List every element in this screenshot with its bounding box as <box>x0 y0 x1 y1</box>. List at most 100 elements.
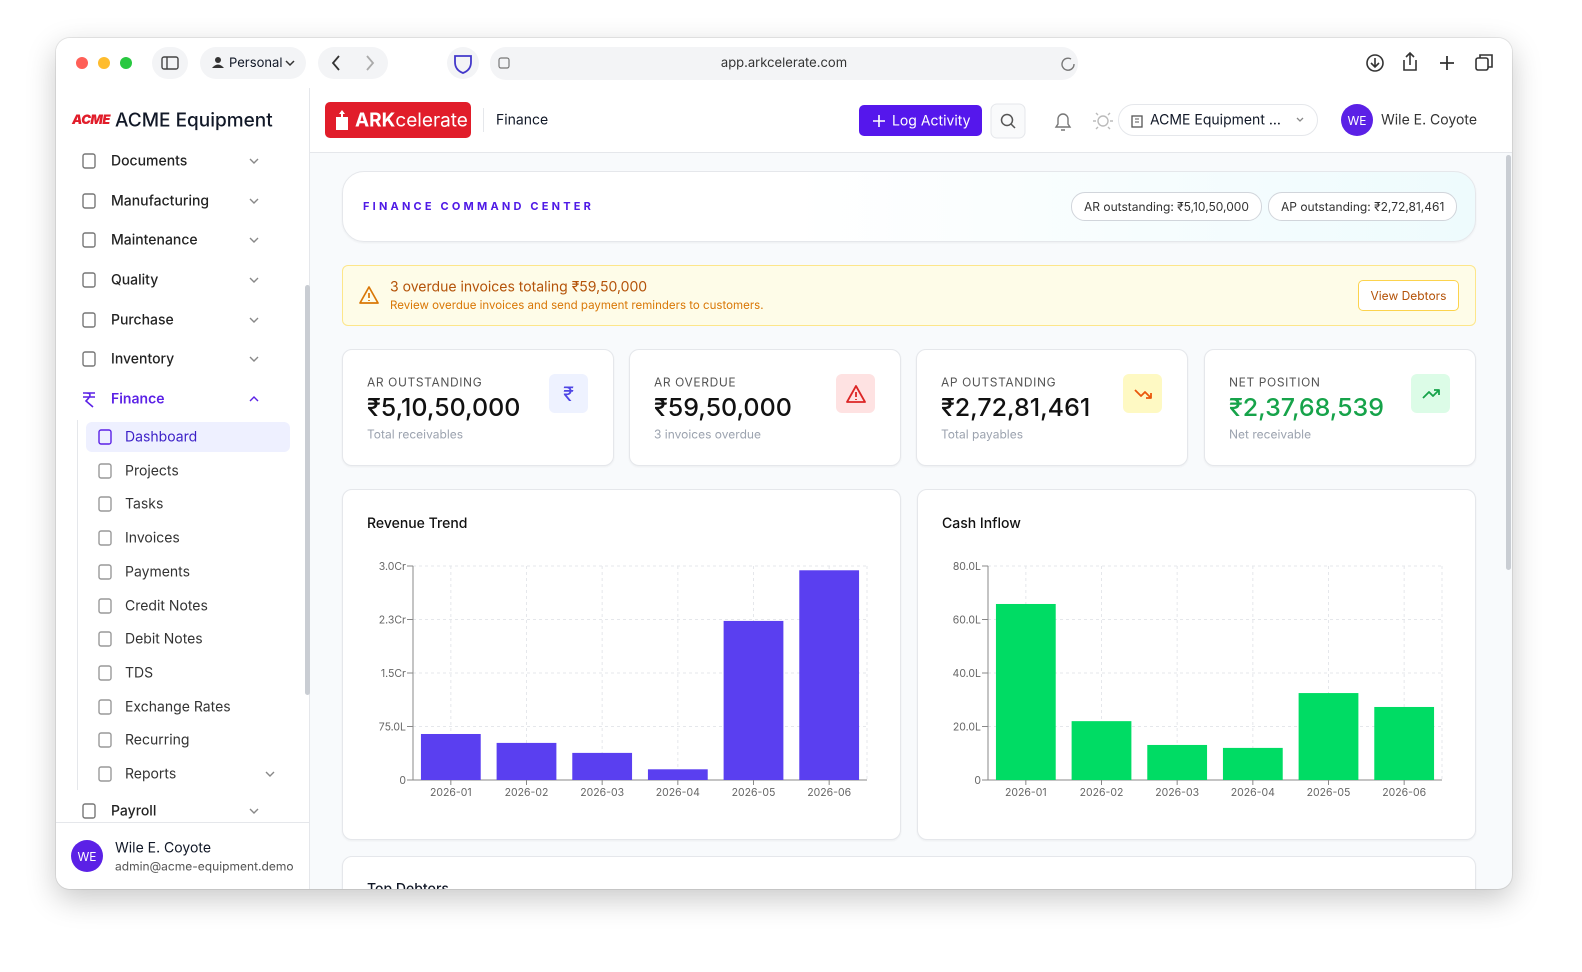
banner-title: FINANCE COMMAND CENTER <box>363 199 595 213</box>
nav-item[interactable]: Maintenance <box>111 231 198 249</box>
icon-shape <box>82 193 96 209</box>
toolbar-icons <box>76 47 1493 80</box>
sub-nav-line <box>77 420 78 790</box>
divider <box>56 822 309 823</box>
nav-icon <box>98 665 112 681</box>
kpi-icon <box>1411 374 1450 413</box>
x-tick-label: 2026-04 <box>1231 786 1275 799</box>
y-tick-label: 0 <box>974 774 981 787</box>
nav-icon <box>82 272 96 288</box>
chevron <box>249 396 259 402</box>
chart: Revenue Trend 0 75.0L 1.5Cr 2.3Cr 3.0Cr 2026-0… <box>367 515 868 799</box>
x-tick-label: 2026-05 <box>1307 786 1351 799</box>
nav-icon <box>98 429 112 445</box>
y-tick-label: 80.0L <box>953 560 981 573</box>
org-select[interactable] <box>1118 104 1318 136</box>
icon-shape <box>82 351 96 367</box>
kpi-value: ₹2,37,68,539 <box>1229 393 1384 423</box>
bar <box>647 769 708 780</box>
nav-icon <box>98 631 112 647</box>
kpi-label: NET POSITION <box>1229 374 1321 390</box>
icon-shape <box>83 392 95 408</box>
nav-item[interactable]: Finance <box>111 390 165 408</box>
kpi-icon <box>1123 374 1162 413</box>
kpi-label: AR OVERDUE <box>654 374 737 390</box>
brand-name: ACME Equipment <box>115 108 273 132</box>
icon-shape <box>82 312 96 328</box>
nav-item[interactable]: Manufacturing <box>111 192 210 210</box>
app-header: ARKcelerate Finance Log Activity ACME Eq… <box>310 88 1512 153</box>
icon-shape <box>98 631 112 647</box>
sub-nav-item[interactable]: Exchange Rates <box>125 698 231 716</box>
chevron-path <box>249 277 259 283</box>
user-name: Wile E. Coyote <box>1381 111 1478 129</box>
kpi-card: NET POSITION ₹2,37,68,539 Net receivable <box>1204 349 1476 466</box>
log-activity-label: Log Activity <box>892 112 971 130</box>
avatar[interactable]: WE <box>71 840 103 872</box>
nav-item[interactable]: Quality <box>111 271 159 289</box>
y-tick-label: 60.0L <box>953 614 981 627</box>
url[interactable]: app.arkcelerate.com <box>720 55 848 71</box>
command-banner: FINANCE COMMAND CENTER AR outstanding: ₹… <box>342 171 1476 242</box>
nav-item[interactable]: Purchase <box>111 311 174 329</box>
x-tick-label: 2026-01 <box>1005 786 1047 799</box>
chart-card: Cash Inflow 0 20.0L 40.0L 60.0L 80.0L 2026-01 2… <box>917 489 1476 840</box>
warning-icon <box>359 286 379 304</box>
bar <box>1071 721 1132 780</box>
overdue-alert: 3 overdue invoices totaling ₹59,50,000 R… <box>342 265 1476 326</box>
avatar[interactable]: WE <box>1341 104 1373 136</box>
nav-item[interactable]: Payroll <box>111 802 157 820</box>
sub-nav-item[interactable]: TDS <box>125 664 154 682</box>
chevron-path <box>249 237 259 243</box>
nav-icon <box>98 766 112 782</box>
y-tick-label: 1.5Cr <box>381 667 406 680</box>
top-debtors-card: Top Debtors <box>342 856 1476 889</box>
kpi-icon: ₹ <box>549 374 588 413</box>
kpi-sub: Net receivable <box>1229 426 1312 442</box>
chevron-path <box>249 158 259 164</box>
icon-shape <box>98 462 112 479</box>
chevron-path <box>249 317 259 323</box>
logo-rest: celerate <box>395 108 468 132</box>
icon-shape <box>82 232 96 248</box>
app-logo[interactable] <box>325 102 471 138</box>
sub-nav-item[interactable]: Dashboard <box>125 428 198 446</box>
sub-nav-item[interactable]: Debit Notes <box>125 630 203 648</box>
bar <box>420 733 481 780</box>
nav-icon <box>98 496 112 513</box>
sub-nav-item[interactable]: Invoices <box>125 529 180 547</box>
sub-nav-item[interactable]: Tasks <box>125 495 164 513</box>
icon-shape <box>98 698 112 715</box>
org-icon <box>1131 115 1143 128</box>
sub-nav-item[interactable]: Payments <box>125 563 190 581</box>
icon-shape <box>82 272 96 288</box>
view-debtors-button[interactable]: View Debtors <box>1358 280 1459 311</box>
nav-icon <box>82 803 96 819</box>
logo-text: ARKcelerate <box>355 109 468 132</box>
plus-icon <box>873 115 885 127</box>
nav-icon <box>98 597 112 614</box>
bar <box>496 742 557 780</box>
nav-item[interactable]: Documents <box>111 152 188 170</box>
chevron <box>265 771 275 777</box>
nav-icon <box>82 193 96 209</box>
y-tick-label: 2.3Cr <box>379 614 406 627</box>
chevron <box>249 356 259 362</box>
section-title: Top Debtors <box>367 880 449 890</box>
acme-logo: ACME <box>72 112 110 128</box>
bar <box>995 603 1056 780</box>
profile-name[interactable]: Personal <box>229 55 283 71</box>
icon-shape <box>98 597 112 614</box>
x-tick-label: 2026-02 <box>505 786 549 799</box>
nav-item[interactable]: Inventory <box>111 350 175 368</box>
sub-nav-item[interactable]: Recurring <box>125 731 190 749</box>
kpi-card: AP OUTSTANDING ₹2,72,81,461 Total payables <box>916 349 1188 466</box>
kpi-label: AR OUTSTANDING <box>367 374 483 390</box>
kpi-card: AR OVERDUE ₹59,50,000 3 invoices overdue <box>629 349 901 466</box>
sub-nav-item[interactable]: Reports <box>125 765 177 783</box>
x-tick-label: 2026-03 <box>580 786 624 799</box>
kpi-value: ₹5,10,50,000 <box>367 393 521 423</box>
nav-icon <box>82 312 96 328</box>
sub-nav-item[interactable]: Credit Notes <box>125 597 208 614</box>
sub-nav-item[interactable]: Projects <box>125 462 179 480</box>
